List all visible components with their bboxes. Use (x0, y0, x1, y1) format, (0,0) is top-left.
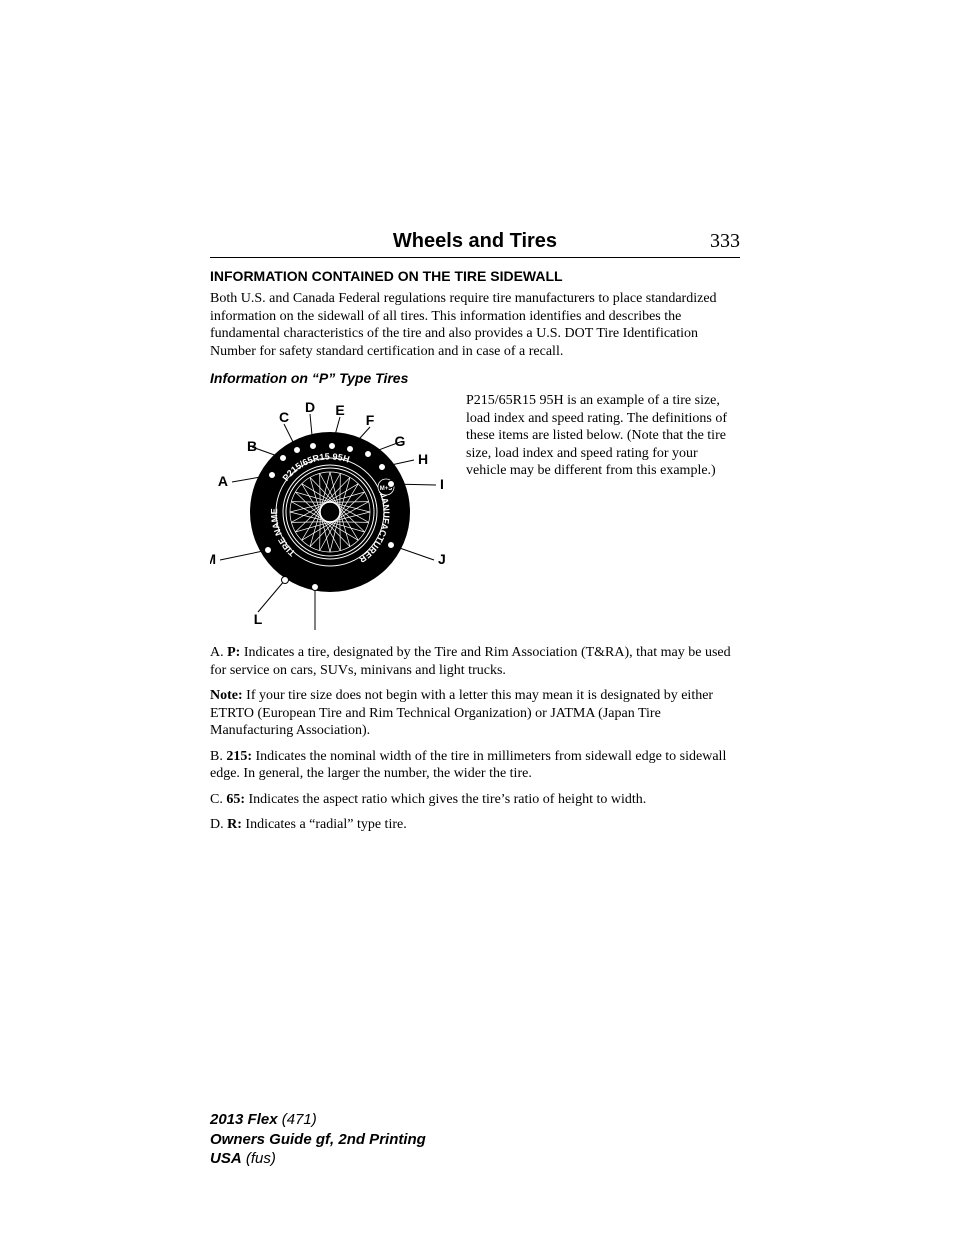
callout-C: C (279, 409, 289, 425)
tire-svg: P215/65R15 95H TIRE NAME MANUFACTURER M+… (210, 392, 450, 632)
definitions-list: A. P: Indicates a tire, designated by th… (210, 644, 740, 834)
callout-G: G (395, 433, 406, 449)
page-content: Wheels and Tires 333 INFORMATION CONTAIN… (210, 230, 740, 842)
definition-item: A. P: Indicates a tire, designated by th… (210, 644, 740, 679)
definition-item: Note: If your tire size does not begin w… (210, 687, 740, 740)
callout-E: E (335, 402, 344, 418)
footer-line-2: Owners Guide gf, 2nd Printing (210, 1130, 426, 1150)
example-text: P215/65R15 95H is an example of a tire s… (466, 392, 740, 632)
callout-I: I (440, 476, 444, 492)
callout-A: A (218, 473, 228, 489)
diagram-row: P215/65R15 95H TIRE NAME MANUFACTURER M+… (210, 392, 740, 632)
definition-item: B. 215: Indicates the nominal width of t… (210, 748, 740, 783)
page-footer: 2013 Flex (471) Owners Guide gf, 2nd Pri… (210, 1110, 426, 1169)
callout-M: M (210, 551, 216, 567)
section-heading: INFORMATION CONTAINED ON THE TIRE SIDEWA… (210, 268, 740, 284)
definition-item: C. 65: Indicates the aspect ratio which … (210, 791, 740, 809)
page-header: Wheels and Tires 333 (210, 230, 740, 258)
callout-J: J (438, 551, 446, 567)
chapter-title: Wheels and Tires (210, 230, 740, 253)
footer-line-1: 2013 Flex (471) (210, 1110, 426, 1130)
tire-diagram: P215/65R15 95H TIRE NAME MANUFACTURER M+… (210, 392, 450, 632)
callout-K: K (310, 629, 320, 632)
subheading: Information on “P” Type Tires (210, 370, 740, 386)
page-number: 333 (710, 230, 740, 253)
intro-paragraph: Both U.S. and Canada Federal regulations… (210, 290, 740, 360)
callout-B: B (247, 438, 257, 454)
definition-item: D. R: Indicates a “radial” type tire. (210, 816, 740, 834)
callout-D: D (305, 399, 315, 415)
callout-F: F (366, 412, 375, 428)
callout-L: L (254, 611, 263, 627)
callout-H: H (418, 451, 428, 467)
footer-line-3: USA (fus) (210, 1149, 426, 1169)
